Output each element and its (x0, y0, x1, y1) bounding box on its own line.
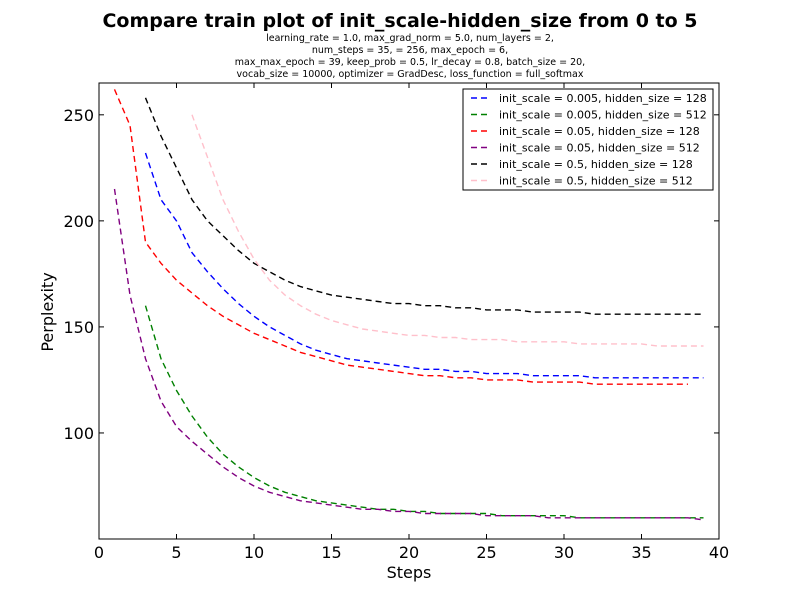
legend-label-5: init_scale = 0.5, hidden_size = 128 (499, 158, 693, 171)
legend-label-3: init_scale = 0.05, hidden_size = 128 (499, 125, 700, 138)
chart-subtitle-line-1: learning_rate = 1.0, max_grad_norm = 5.0… (266, 33, 554, 44)
legend-label-6: init_scale = 0.5, hidden_size = 512 (499, 175, 693, 188)
series-line-6 (191, 114, 704, 347)
x-tick-label: 35 (631, 543, 651, 562)
legend-box (462, 88, 714, 191)
series-line-5 (144, 97, 704, 315)
x-tick-label: 20 (399, 543, 419, 562)
y-tick-label: 100 (63, 424, 94, 443)
legend-label-2: init_scale = 0.005, hidden_size = 512 (499, 109, 707, 122)
x-tick-label: 0 (94, 543, 104, 562)
legend: init_scale = 0.005, hidden_size = 128 ini… (462, 88, 714, 191)
y-tick-label: 250 (63, 106, 94, 125)
axes-layer: 0 5 10 15 20 25 30 35 40 100 150 200 250 (63, 82, 729, 562)
series-line-3 (113, 89, 688, 385)
y-tick-label: 150 (63, 318, 94, 337)
chart-subtitle-line-3: max_max_epoch = 39, keep_prob = 0.5, lr_… (235, 57, 585, 68)
series-layer (113, 89, 704, 521)
x-tick-label: 25 (476, 543, 496, 562)
x-tick-label: 10 (244, 543, 264, 562)
x-tick-label: 15 (321, 543, 341, 562)
y-tick-label: 200 (63, 212, 94, 231)
legend-label-1: init_scale = 0.005, hidden_size = 128 (499, 92, 707, 105)
chart-subtitle-line-2: num_steps = 35, = 256, max_epoch = 6, (312, 45, 508, 56)
chart-title: Compare train plot of init_scale-hidden_… (102, 10, 697, 32)
chart-subtitle-line-4: vocab_size = 10000, optimizer = GradDesc… (237, 69, 584, 80)
series-line-1 (144, 152, 704, 379)
x-axis-label: Steps (387, 563, 432, 582)
series-line-4 (113, 188, 704, 521)
legend-label-4: init_scale = 0.05, hidden_size = 512 (499, 142, 700, 155)
x-tick-label: 30 (554, 543, 574, 562)
x-tick-label: 5 (171, 543, 181, 562)
y-axis-label: Perplexity (38, 272, 57, 351)
x-tick-label: 40 (709, 543, 729, 562)
